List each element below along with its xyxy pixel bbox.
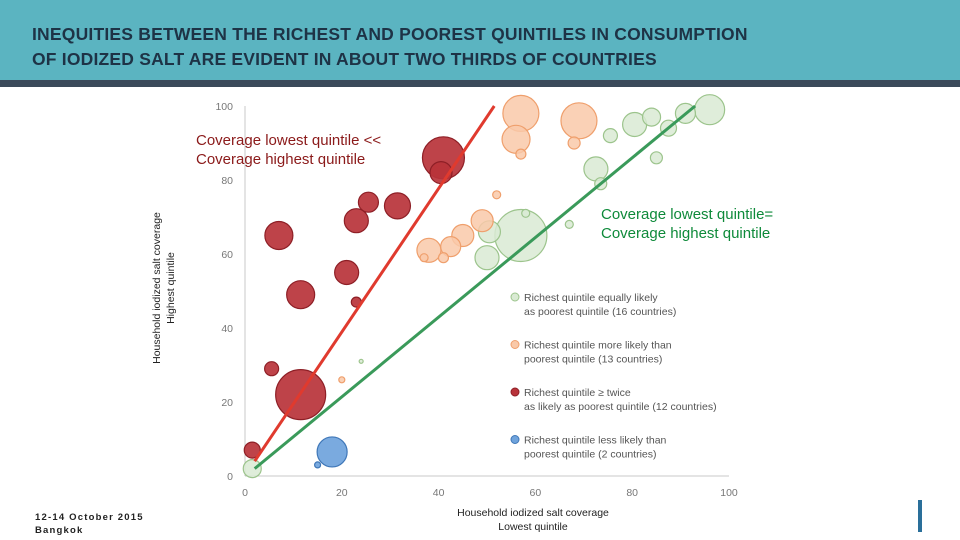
event-date-place: 12-14 October 2015 Bangkok xyxy=(35,511,144,537)
slide-title-line-1: INEQUITIES BETWEEN THE RICHEST AND POORE… xyxy=(32,24,748,44)
y-tick-label: 100 xyxy=(215,101,233,113)
legend-label: Richest quintile equally likely xyxy=(524,292,658,304)
slide-title-line-2: OF IODIZED SALT ARE EVIDENT IN ABOUT TWO… xyxy=(32,49,657,69)
y-tick-label: 0 xyxy=(227,471,233,483)
footer-accent-bar xyxy=(918,500,922,532)
y-axis-title-line-1: Household iodized salt coverage xyxy=(151,212,163,364)
legend-label: Richest quintile more likely than xyxy=(524,340,672,352)
legend-label: poorest quintile (13 countries) xyxy=(524,354,662,366)
bubble-point xyxy=(521,208,531,218)
x-tick-label: 100 xyxy=(720,487,738,499)
y-axis-title-line-2: Highest quintile xyxy=(165,252,177,324)
bubble-point xyxy=(419,253,429,263)
y-tick-label: 20 xyxy=(221,397,233,409)
bubble-point xyxy=(358,358,364,364)
equal-coverage-line xyxy=(253,104,697,470)
bubble-point xyxy=(383,192,412,220)
x-tick-label: 0 xyxy=(242,487,248,499)
annotation-unequal-line-2: Coverage highest quintile xyxy=(196,151,366,168)
bubble-point xyxy=(338,376,346,384)
bubble-point xyxy=(242,459,262,479)
unequal-coverage-line xyxy=(253,105,496,463)
legend-label: as poorest quintile (16 countries) xyxy=(524,306,676,318)
banner-stripe xyxy=(0,80,960,87)
bubble-point xyxy=(343,208,369,234)
bubble-point xyxy=(243,441,261,459)
x-tick-label: 80 xyxy=(626,487,638,499)
y-axis-title: Household iodized salt coverage Highest … xyxy=(150,168,186,408)
x-axis-title: Household iodized salt coverage Lowest q… xyxy=(423,506,643,534)
legend-marker xyxy=(510,340,520,349)
x-tick-label: 40 xyxy=(433,487,445,499)
event-date: 12-14 October 2015 xyxy=(35,512,144,523)
y-tick-label: 60 xyxy=(221,249,233,261)
legend-marker xyxy=(510,435,520,444)
x-axis-title-line-2: Lowest quintile xyxy=(498,521,568,533)
bubble-point xyxy=(470,209,494,233)
y-tick-label: 40 xyxy=(221,323,233,335)
bubble-point xyxy=(641,107,662,127)
bubble-point xyxy=(567,136,581,150)
x-axis-title-line-1: Household iodized salt coverage xyxy=(457,507,609,519)
legend-label: poorest quintile (2 countries) xyxy=(524,449,657,461)
annotation-unequal-line-1: Coverage lowest quintile << xyxy=(196,132,382,149)
bubble-point xyxy=(515,148,527,160)
legend-label: Richest quintile less likely than xyxy=(524,435,667,447)
bubble-point xyxy=(264,220,294,251)
bubble-point xyxy=(501,124,531,154)
bubble-point xyxy=(649,151,664,165)
bubble-point xyxy=(437,252,450,264)
legend-marker xyxy=(510,387,520,397)
bubble-point xyxy=(316,436,348,468)
y-tick-label: 80 xyxy=(221,175,233,187)
annotation-unequal: Coverage lowest quintile << Coverage hig… xyxy=(196,131,456,169)
x-tick-label: 60 xyxy=(530,487,542,499)
bubble-point xyxy=(264,361,280,377)
event-place: Bangkok xyxy=(35,525,84,536)
legend-label: as likely as poorest quintile (12 countr… xyxy=(524,401,717,413)
bubble-point xyxy=(314,461,322,469)
legend-label: Richest quintile ≥ twice xyxy=(524,387,631,399)
bubble-point xyxy=(694,94,726,126)
bubble-point xyxy=(564,219,574,229)
bubble-point xyxy=(474,245,500,271)
slide-title: INEQUITIES BETWEEN THE RICHEST AND POORE… xyxy=(32,22,932,72)
bubble-point xyxy=(583,156,609,182)
annotation-equal: Coverage lowest quintile= Coverage highe… xyxy=(601,205,841,243)
bubble-point xyxy=(357,191,380,213)
title-banner xyxy=(0,0,960,80)
bubble-point xyxy=(440,236,462,258)
x-tick-label: 20 xyxy=(336,487,348,499)
bubble-point xyxy=(492,190,502,200)
legend-marker xyxy=(510,292,520,302)
bubble-point xyxy=(560,102,598,140)
annotation-equal-line-1: Coverage lowest quintile= xyxy=(601,206,774,223)
annotation-equal-line-2: Coverage highest quintile xyxy=(601,225,771,242)
bubble-point xyxy=(286,280,316,310)
bubble-point xyxy=(602,128,619,144)
bubble-point xyxy=(334,259,360,286)
